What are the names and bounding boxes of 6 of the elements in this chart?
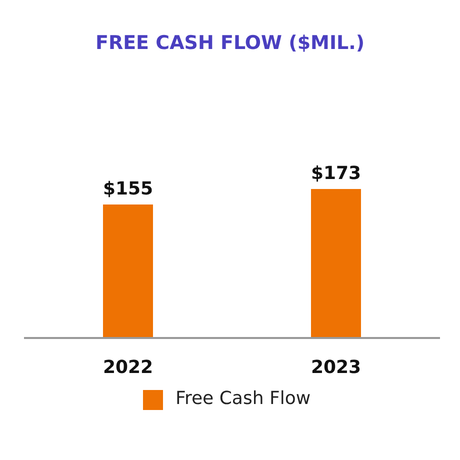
- chart-title: FREE CASH FLOW ($MIL.): [94, 31, 366, 56]
- x-tick-label: 2023: [310, 356, 362, 378]
- data-label: $173: [310, 163, 362, 184]
- legend-label: Free Cash Flow: [175, 388, 311, 409]
- x-tick-label: 2022: [102, 356, 154, 378]
- data-label: $155: [102, 178, 154, 200]
